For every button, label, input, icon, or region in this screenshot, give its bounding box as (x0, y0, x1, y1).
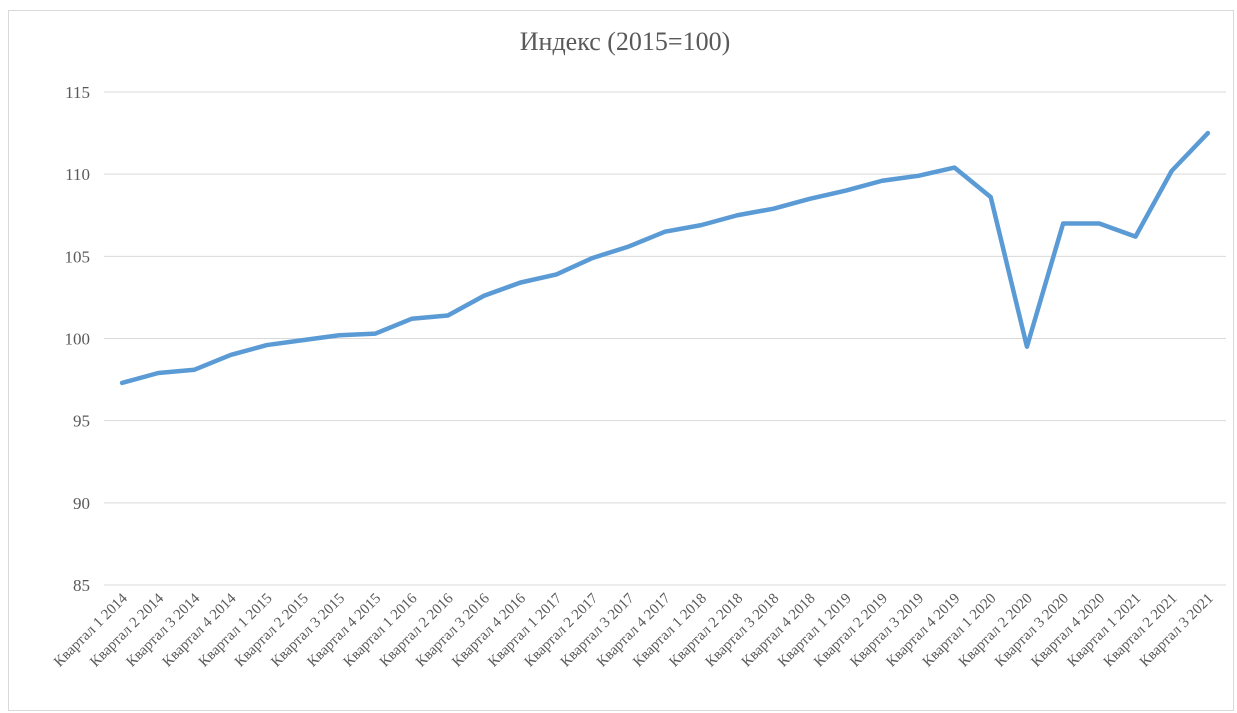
y-tick-label: 110 (65, 165, 90, 184)
y-tick-label: 90 (73, 494, 90, 513)
chart-title: Индекс (2015=100) (520, 27, 730, 56)
y-tick-label: 85 (73, 576, 90, 595)
y-tick-label: 95 (73, 412, 90, 431)
y-tick-label: 105 (65, 247, 91, 266)
data-line (119, 130, 1211, 386)
y-tick-label: 115 (65, 83, 90, 102)
y-tick-label: 100 (65, 330, 91, 349)
